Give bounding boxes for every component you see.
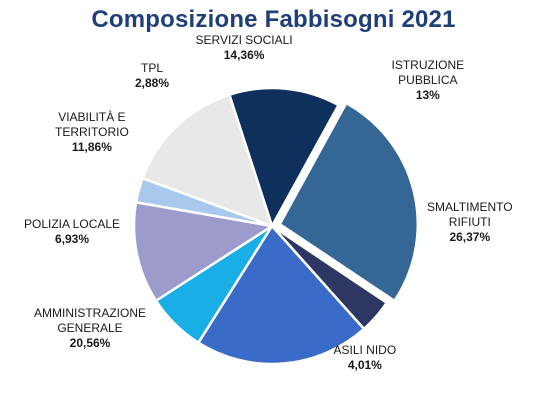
slice-label-name: TPL	[141, 61, 164, 75]
slice-label: POLIZIA LOCALE 6,93%	[24, 217, 120, 247]
slice-label-name: ISTRUZIONE	[391, 57, 465, 72]
slice-label-name: SMALTIMENTO	[427, 199, 513, 214]
slice-label-value: 13%	[415, 87, 440, 102]
slice-label-value: 26,37%	[449, 229, 491, 244]
slice-label-name: VIABILITÀ E	[58, 109, 126, 124]
slice-label: AMMINISTRAZIONE GENERALE 20,56%	[34, 306, 146, 351]
slice-label-name: AMMINISTRAZIONE	[34, 305, 147, 320]
slice-label-name: GENERALE	[57, 320, 123, 335]
slice-label: VIABILITÀ E TERRITORIO 11,86%	[55, 110, 129, 155]
chart-title: Composizione Fabbisogni 2021	[91, 6, 456, 33]
slice-label-value: 6,93%	[55, 232, 90, 246]
slice-label-value: 4,01%	[347, 358, 382, 372]
slice-label-value: 14,36%	[223, 48, 265, 62]
slice-label-name: RIFIUTI	[448, 214, 491, 229]
slice-label-name: POLIZIA LOCALE	[24, 217, 121, 231]
slice-label-name: SERVIZI SOCIALI	[195, 33, 293, 47]
slice-label-name: ASILI NIDO	[333, 343, 397, 357]
slice-label: ASILI NIDO 4,01%	[334, 343, 397, 373]
slice-label-value: 11,86%	[71, 139, 112, 154]
pie-slice	[197, 224, 366, 366]
slice-label-name: PUBBLICA	[398, 72, 458, 87]
slice-label: ISTRUZIONE PUBBLICA 13%	[392, 58, 465, 103]
slice-label: TPL 2,88%	[135, 61, 169, 91]
slice-label-value: 20,56%	[69, 335, 111, 350]
pie-slice	[278, 101, 419, 303]
slice-label: SMALTIMENTO RIFIUTI 26,37%	[427, 200, 513, 245]
pie-slice	[132, 200, 274, 302]
slice-label: SERVIZI SOCIALI 14,36%	[196, 33, 293, 63]
pie-slice	[141, 93, 274, 228]
slice-label-name: TERRITORIO	[55, 124, 129, 139]
slice-label-value: 2,88%	[135, 76, 170, 90]
pie-slice	[228, 86, 340, 228]
